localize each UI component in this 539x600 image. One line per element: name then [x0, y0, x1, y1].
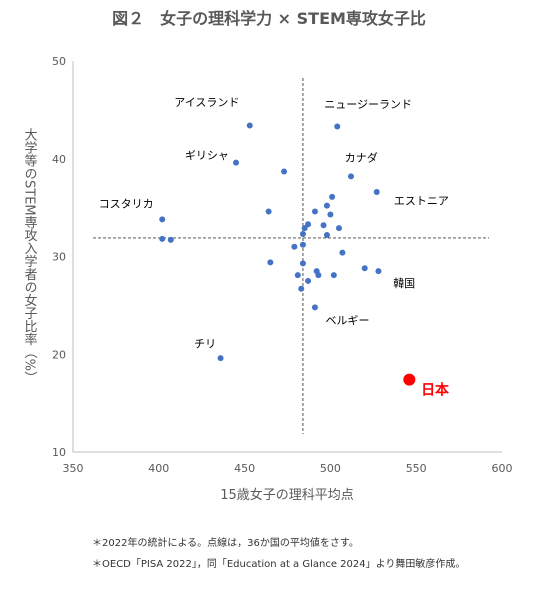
data-point: [299, 260, 306, 267]
x-tick-label: 350: [63, 462, 84, 475]
data-point: [246, 122, 253, 129]
data-point: [291, 243, 298, 250]
data-points: [159, 122, 416, 386]
x-tick-label: 600: [492, 462, 513, 475]
chart-title: 図２ 女子の理科学力 × STEM専攻女子比: [112, 9, 426, 28]
y-axis-label: 大学等のSTEM専攻入学者の女子比率（%）: [22, 128, 38, 384]
x-axis-label: 15歳女子の理科平均点: [220, 487, 354, 503]
point-annotation: ギリシャ: [185, 149, 229, 162]
point-annotation: アイスランド: [174, 96, 239, 109]
data-point: [265, 208, 272, 215]
data-point: [167, 236, 174, 243]
data-point: [311, 304, 318, 311]
point-annotation: 韓国: [393, 277, 415, 290]
data-point: [327, 211, 334, 218]
data-point: [301, 225, 308, 232]
point-annotation: チリ: [194, 337, 216, 350]
point-annotation: カナダ: [345, 151, 378, 165]
data-point: [347, 173, 354, 180]
data-point: [267, 259, 274, 266]
data-point: [335, 225, 342, 232]
y-tick-label: 40: [52, 153, 66, 166]
data-point-japan: [403, 373, 416, 386]
data-point: [315, 272, 322, 279]
plot-area: [72, 61, 502, 453]
data-point: [323, 202, 330, 209]
data-point: [320, 222, 327, 229]
data-point: [281, 168, 288, 175]
point-annotation: エストニア: [394, 195, 449, 208]
data-point: [159, 216, 166, 223]
data-point: [233, 159, 240, 166]
data-point: [217, 355, 224, 362]
point-annotation: ニュージーランド: [324, 98, 412, 111]
data-point: [159, 235, 166, 242]
data-point: [323, 231, 330, 238]
data-point: [294, 272, 301, 279]
data-point: [375, 268, 382, 275]
x-tick-label: 400: [148, 462, 169, 475]
y-tick-label: 30: [52, 251, 66, 264]
data-point: [329, 193, 336, 200]
data-point: [334, 123, 341, 130]
point-annotation: ベルギー: [326, 314, 370, 327]
point-annotation: コスタリカ: [99, 198, 154, 211]
point-annotation: 日本: [421, 381, 450, 398]
data-point: [305, 277, 312, 284]
y-tick-label: 20: [52, 348, 66, 361]
data-point: [299, 241, 306, 248]
footnote-2: ＊OECD「PISA 2022」，同「Education at a Glance…: [92, 559, 466, 570]
data-point: [330, 272, 337, 279]
y-tick-label: 10: [52, 446, 66, 459]
y-tick-label: 50: [52, 55, 66, 68]
average-reference-lines: [93, 78, 489, 434]
footnote-1: ＊2022年の統計による。点線は，36か国の平均値をさす。: [92, 538, 359, 549]
data-point: [339, 249, 346, 256]
tick-labels: 350 400 450 500 550 600 10 20 30 40 50: [52, 55, 513, 475]
data-point: [311, 208, 318, 215]
data-point: [305, 221, 312, 228]
data-point: [373, 188, 380, 195]
data-point: [361, 265, 368, 272]
x-tick-label: 450: [234, 462, 255, 475]
x-tick-label: 500: [320, 462, 341, 475]
x-tick-label: 550: [406, 462, 427, 475]
data-point: [299, 231, 306, 238]
data-point: [298, 285, 305, 292]
